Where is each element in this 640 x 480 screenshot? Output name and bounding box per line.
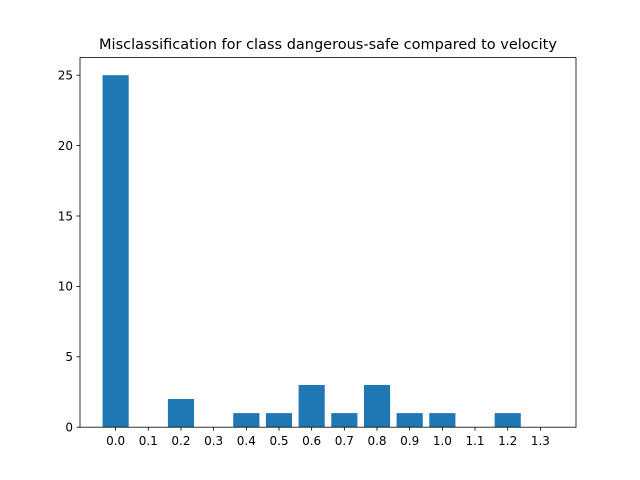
y-tick-label: 0: [65, 421, 73, 435]
x-tick-label: 0.6: [302, 434, 321, 448]
x-tick-label: 0.3: [204, 434, 223, 448]
plot-area-frame: [79, 57, 577, 428]
bar-0.7: [331, 413, 358, 428]
x-tick-label: 0.2: [171, 434, 190, 448]
bar-1.0: [429, 413, 456, 428]
x-axis-ticks: 0.0 0.1 0.2 0.3 0.4 0.5 0.6 0.7 0.8 0.9 1.0 1.1 1.2 1…: [106, 427, 550, 448]
x-tick-label: 0.4: [237, 434, 256, 448]
x-tick-label: 0.1: [139, 434, 158, 448]
y-axis-ticks: 0 5 10 15 20 25: [58, 69, 80, 435]
x-tick-label: 0.8: [367, 434, 386, 448]
x-tick-label: 0.9: [400, 434, 419, 448]
bar-0.8: [363, 384, 391, 428]
bar-1.2: [494, 413, 521, 428]
bar-0.9: [396, 413, 423, 428]
x-tick-label: 0.7: [335, 434, 354, 448]
x-tick-label: 0.0: [106, 434, 125, 448]
x-tick-label: 1.1: [465, 434, 484, 448]
bar-0.0: [102, 75, 129, 428]
x-tick-label: 1.0: [433, 434, 452, 448]
bar-0.2: [167, 399, 195, 428]
bar-0.5: [265, 413, 293, 428]
y-tick-label: 15: [58, 209, 73, 223]
y-tick-label: 5: [65, 350, 73, 364]
y-tick-label: 10: [58, 280, 73, 294]
x-tick-label: 1.3: [531, 434, 550, 448]
bars-group: [102, 75, 521, 428]
y-tick-label: 25: [58, 69, 73, 83]
bar-0.6: [298, 384, 325, 428]
y-tick-label: 20: [58, 139, 73, 153]
bar-0.4: [233, 413, 260, 428]
chart-title: Misclassification for class dangerous-sa…: [99, 37, 557, 53]
x-tick-label: 0.5: [269, 434, 288, 448]
x-tick-label: 1.2: [498, 434, 517, 448]
